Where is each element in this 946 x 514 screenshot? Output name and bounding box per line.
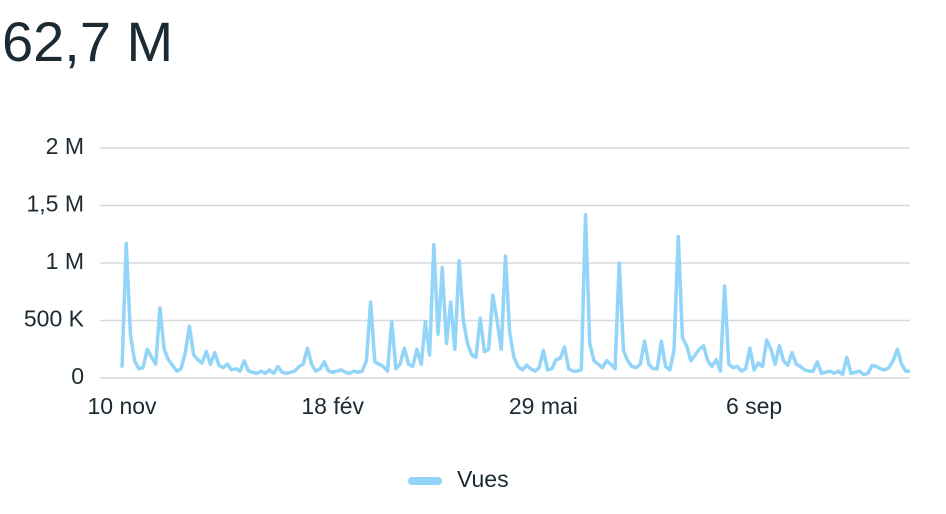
headline-total: 62,7 M — [2, 10, 173, 73]
x-tick-label: 18 fév — [301, 393, 364, 419]
x-tick-label: 29 mai — [509, 393, 578, 419]
line-series — [120, 212, 910, 377]
legend-label: Vues — [457, 466, 509, 492]
y-tick-label: 1,5 M — [26, 191, 84, 217]
y-tick-label: 500 K — [24, 306, 85, 332]
y-tick-label: 0 — [71, 363, 84, 389]
x-tick-label: 6 sep — [726, 393, 782, 419]
y-tick-label: 1 M — [46, 248, 84, 274]
x-tick-label: 10 nov — [87, 393, 157, 419]
y-tick-label: 2 M — [46, 133, 84, 159]
